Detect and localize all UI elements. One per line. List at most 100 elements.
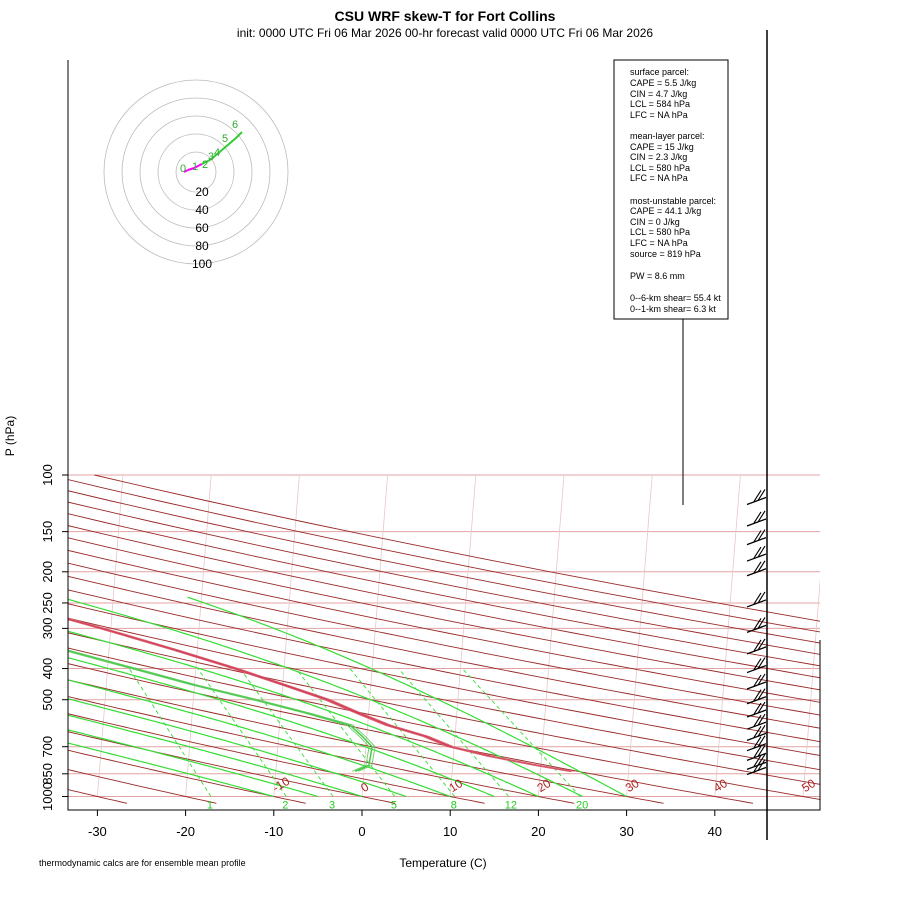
mixing-ratio-label: 1 [207,800,213,812]
hodograph-trace [221,137,237,151]
mixing-ratio-line [295,668,396,797]
moist-adiabat [68,679,451,798]
dry-adiabat [68,713,485,804]
moist-adiabat [68,630,539,798]
hodograph-trace [193,163,203,169]
moist-adiabat [68,657,495,798]
hodograph-trace [201,159,211,165]
isotherm-line [273,474,300,797]
x-tick-label: 20 [531,824,545,839]
moist-adiabat [68,714,363,798]
isotherm-line [185,474,212,797]
moist-adiabat [68,729,319,798]
x-tick-label: 10 [443,824,457,839]
dry-adiabat [68,603,820,756]
wind-barb [746,529,767,546]
isotherm-line [9,475,35,797]
isotherm-line [714,474,741,797]
dry-adiabat [68,479,820,633]
dry-adiabat [68,562,820,716]
precipitable-water: PW = 8.6 mm [630,271,685,281]
dewpoint-profile-line [68,649,373,772]
hodograph-level-label: 5 [222,133,228,145]
x-tick-label: 40 [708,824,722,839]
wind-barb [746,713,767,730]
dry-adiabat [68,769,217,804]
x-tick-label: -10 [264,824,283,839]
most-unstable-lcl: LCL = 580 hPa [630,227,690,237]
y-axis-label: P (hPa) [3,416,17,456]
p-tick-label: 850 [40,763,55,785]
isotherm-label: 0 [358,779,371,795]
mixing-ratio-label: 5 [391,800,397,812]
dry-adiabat [68,575,820,729]
hodograph-trace [235,131,243,139]
x-tick-label: 30 [619,824,633,839]
dry-adiabat [68,663,754,804]
most-unstable-cape: CAPE = 44.1 J/kg [630,206,701,216]
parcel-stats-box: surface parcel: CAPE = 5.5 J/kg CIN = 4.… [613,59,729,320]
wind-barb [746,545,767,562]
dry-adiabat [68,617,820,771]
isotherm-line [361,474,388,797]
p-tick-label: 150 [40,521,55,543]
x-axis-label: Temperature (C) [399,856,486,870]
surface-lcl: LCL = 584 hPa [630,99,690,109]
wind-barb [746,673,767,690]
x-tick-label: -20 [176,824,195,839]
isotherm-label: 50 [799,776,818,795]
hodograph-trace [187,167,195,171]
hodograph-ring [121,97,271,247]
shear-0-1km: 0--1-km shear= 6.3 kt [630,304,716,314]
most-unstable-header: most-unstable parcel: [630,196,716,206]
x-tick-label: 0 [358,824,365,839]
hodograph-level-label: 3 [208,151,214,163]
surface-lfc: LFC = NA hPa [630,110,688,120]
moist-adiabat [68,698,407,798]
most-unstable-lfc: LFC = NA hPa [630,238,688,248]
sounding-profiles [68,617,575,773]
chart-subtitle: init: 0000 UTC Fri 06 Mar 2026 00-hr for… [237,26,654,40]
moist-adiabat [68,742,274,798]
dewpoint-profile-line [68,649,376,772]
hodograph-level-label: 6 [232,119,238,131]
isotherm-label: 30 [623,776,642,795]
wind-barb [746,489,767,506]
wind-barbs [746,489,767,776]
mean-layer-cin: CIN = 2.3 J/kg [630,152,687,162]
wind-barb [746,701,767,718]
dry-adiabat [68,501,820,655]
background-grid: 1 2 3 5 8 12 20-10 0 10 20 30 40 50 [0,474,820,812]
mean-layer-lcl: LCL = 580 hPa [630,163,690,173]
wind-barb [746,725,767,741]
hodograph-ring-label: 60 [195,221,209,235]
dry-adiabat [68,549,820,703]
isotherm-label: 40 [711,776,730,795]
hodograph-ring [157,133,235,211]
dry-adiabat [68,789,128,804]
mixing-ratio-line [239,668,334,797]
mean-layer-header: mean-layer parcel: [630,131,705,141]
dry-adiabat [68,525,820,679]
dry-adiabat [68,679,664,804]
wind-barb [746,657,767,674]
moist-adiabat [187,596,627,798]
mean-layer-lfc: LFC = NA hPa [630,173,688,183]
dry-adiabat [0,475,38,803]
x-tick-label: -30 [88,824,107,839]
p-tick-label: 300 [40,618,55,640]
dewpoint-profile-line [68,651,370,772]
dry-adiabat [68,731,396,804]
isotherm-label: 20 [535,776,554,795]
moist-adiabat [68,598,583,798]
p-tick-label: 250 [40,592,55,614]
dry-adiabat [68,513,820,667]
wind-barb [746,617,767,634]
wind-barb [746,638,767,655]
surface-cin: CIN = 4.7 J/kg [630,89,687,99]
wind-barb [746,591,767,608]
hodograph-level-label: 4 [214,147,220,159]
mixing-ratio-line [349,668,456,797]
most-unstable-source: source = 819 hPa [630,249,701,259]
